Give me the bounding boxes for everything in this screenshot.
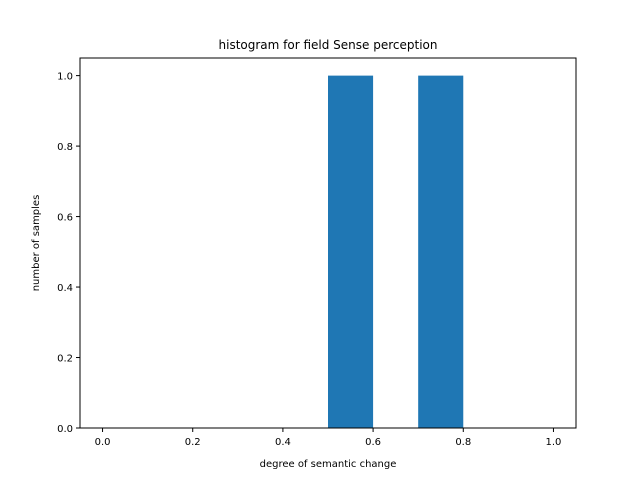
y-tick-label: 0.8 bbox=[57, 142, 73, 153]
y-tick-label: 0.0 bbox=[57, 424, 73, 435]
y-tick-label: 0.4 bbox=[57, 283, 73, 294]
histogram-bar-5 bbox=[328, 75, 374, 428]
x-tick-label: 0.8 bbox=[455, 437, 471, 448]
y-axis-ticks: 0.0 0.2 0.4 0.6 0.8 1.0 bbox=[57, 72, 80, 435]
x-tick-label: 0.4 bbox=[275, 437, 291, 448]
x-tick-label: 1.0 bbox=[546, 437, 562, 448]
x-axis-label: degree of semantic change bbox=[260, 459, 397, 470]
x-tick-label: 0.2 bbox=[185, 437, 201, 448]
plot-area-frame bbox=[79, 57, 577, 429]
y-axis-label: number of samples bbox=[31, 195, 42, 292]
histogram-bar-7 bbox=[418, 75, 464, 428]
x-tick-label: 0.6 bbox=[365, 437, 381, 448]
bars-group bbox=[328, 75, 464, 428]
x-tick-label: 0.0 bbox=[95, 437, 111, 448]
x-axis-ticks: 0.0 0.2 0.4 0.6 0.8 1.0 bbox=[95, 428, 562, 448]
y-tick-label: 0.2 bbox=[57, 354, 73, 365]
y-tick-label: 0.6 bbox=[57, 213, 73, 224]
y-tick-label: 1.0 bbox=[57, 72, 73, 83]
chart-title: histogram for field Sense perception bbox=[219, 38, 438, 52]
